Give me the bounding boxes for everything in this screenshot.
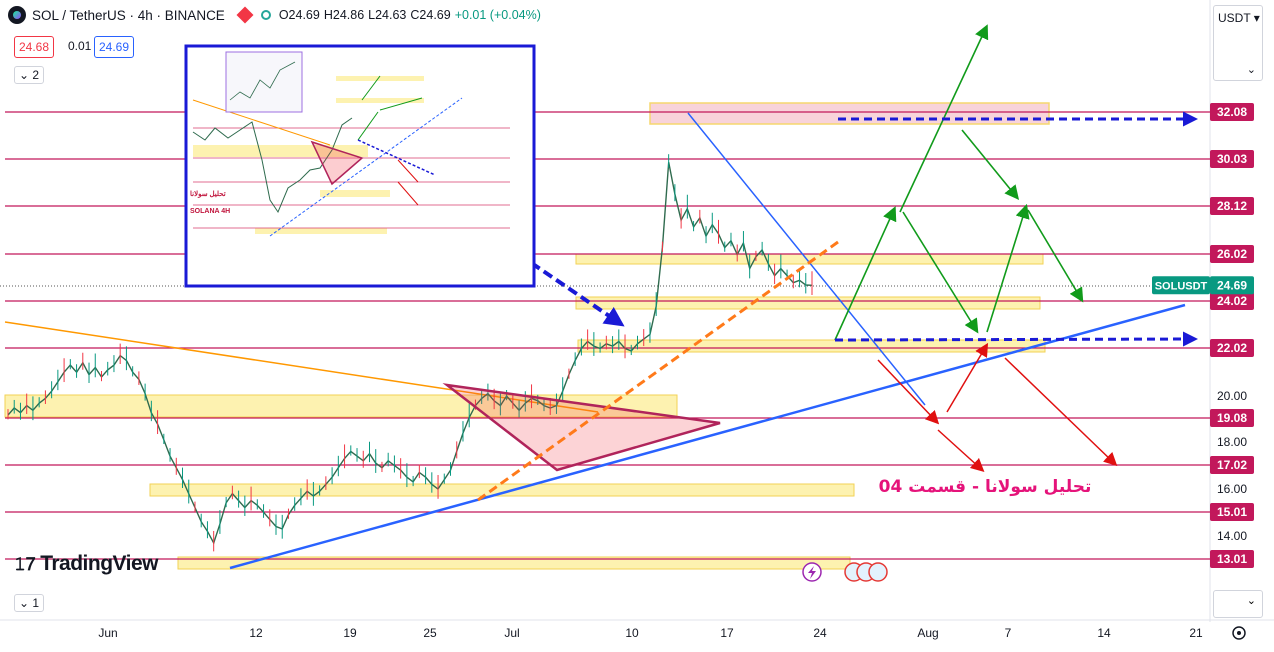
- svg-text:28.12: 28.12: [1217, 199, 1247, 213]
- level-label: 15.01: [1210, 503, 1254, 521]
- x-tick-label: 14: [1097, 626, 1111, 640]
- chart-header: SOL / TetherUS · 4h · BINANCE O24.69 H24…: [0, 0, 545, 30]
- settings-gear-icon[interactable]: [1232, 626, 1246, 640]
- svg-text:SOLANA 4H: SOLANA 4H: [190, 208, 230, 215]
- svg-text:32.08: 32.08: [1217, 105, 1247, 119]
- tradingview-text: TradingView: [40, 552, 159, 575]
- goto-button[interactable]: ⌄ 1: [14, 594, 44, 612]
- alert-diamond-icon[interactable]: [236, 6, 254, 24]
- ohlc-low: L24.63: [368, 8, 407, 22]
- candle-wicks: [7, 154, 813, 552]
- chevron-down-icon: ⌄: [1246, 595, 1256, 607]
- orange-trendline: [4, 321, 599, 413]
- level-label: 22.02: [1210, 339, 1254, 357]
- ohlc-high: H24.86: [323, 8, 365, 22]
- y-tick-label: 20.00: [1217, 389, 1247, 403]
- us-flag-icon[interactable]: [844, 562, 888, 582]
- time-axis[interactable]: Jun 12 19 25 Jul 10 17 24 Aug 7 14 21: [98, 626, 1203, 640]
- svg-text:17.02: 17.02: [1217, 458, 1247, 472]
- price-axis[interactable]: 32.08 30.03 28.12 26.02 24.02 22.02 19.08 17.02…: [1152, 103, 1254, 568]
- level-label: 13.01: [1210, 550, 1254, 568]
- svg-text:13.01: 13.01: [1217, 552, 1247, 566]
- level-label: 19.08: [1210, 409, 1254, 427]
- svg-text:24.69: 24.69: [1217, 278, 1247, 292]
- solana-logo-icon: [8, 6, 26, 24]
- svg-text:تحلیل سولانا: تحلیل سولانا: [190, 190, 226, 198]
- indicators-toggle-button[interactable]: ⌄ 2: [14, 66, 44, 84]
- orange-dashed-trendline: [477, 240, 839, 502]
- x-tick-label: Jun: [98, 626, 117, 640]
- level-label: 26.02: [1210, 245, 1254, 263]
- level-label: 32.08: [1210, 103, 1254, 121]
- analysis-annotation: تحلیل سولانا - قسمت 04: [879, 477, 1092, 497]
- target-dashed-arrows: [834, 111, 1198, 347]
- level-label: 24.02: [1210, 292, 1254, 310]
- goto-label: 1: [32, 596, 40, 610]
- x-tick-label: 25: [423, 626, 437, 640]
- indicators-count: 2: [32, 68, 40, 82]
- dropdown-chevron-icon: ▾: [1253, 11, 1260, 25]
- svg-text:26.02: 26.02: [1217, 247, 1247, 261]
- svg-text:19.08: 19.08: [1217, 411, 1247, 425]
- y-tick-label: 16.00: [1217, 482, 1247, 496]
- svg-text:30.03: 30.03: [1217, 152, 1247, 166]
- svg-text:SOLUSDT: SOLUSDT: [1155, 280, 1208, 292]
- x-tick-label: 17: [720, 626, 734, 640]
- x-tick-label: 21: [1189, 626, 1203, 640]
- sell-price-button[interactable]: 24.68: [14, 36, 55, 58]
- bullish-scenario-arrows: [834, 24, 1084, 341]
- x-tick-label: Jul: [504, 626, 519, 640]
- x-tick-label: Aug: [917, 626, 938, 640]
- x-tick-label: 24: [813, 626, 827, 640]
- blue-trendline: [229, 303, 1186, 570]
- footer-collapse-button[interactable]: ⌄: [1213, 590, 1263, 618]
- collapse-chevron-icon: ⌄: [18, 68, 30, 82]
- tradingview-logo-icon: 𝟷𝟩: [14, 554, 35, 575]
- x-tick-label: 7: [1005, 626, 1012, 640]
- x-tick-label: 19: [343, 626, 357, 640]
- scale-chevron-icon[interactable]: ⌄: [1246, 64, 1256, 76]
- level-label: 30.03: [1210, 150, 1254, 168]
- y-tick-label: 14.00: [1217, 529, 1247, 543]
- market-open-icon: [260, 10, 271, 20]
- last-price-label: SOLUSDT 24.69: [1152, 276, 1254, 295]
- price-series: [7, 162, 813, 545]
- buy-price-button[interactable]: 24.69: [94, 36, 135, 58]
- level-label: 17.02: [1210, 456, 1254, 474]
- ohlc-change: +0.01 (+0.04%): [454, 8, 541, 22]
- lightning-icon[interactable]: [802, 562, 822, 582]
- x-tick-label: 10: [625, 626, 639, 640]
- inset-snapshot: تحلیل سولانا SOLANA 4H: [184, 44, 536, 288]
- svg-text:22.02: 22.02: [1217, 341, 1247, 355]
- level-label: 28.12: [1210, 197, 1254, 215]
- triangle-pattern: [442, 383, 721, 472]
- currency-selector[interactable]: USDT ▾ ⌄: [1213, 5, 1263, 81]
- y-tick-label: 18.00: [1217, 435, 1247, 449]
- currency-label: USDT: [1218, 11, 1251, 25]
- tradingview-watermark: 𝟷𝟩 TradingView: [14, 552, 159, 576]
- ohlc-close: C24.69: [410, 8, 451, 22]
- svg-text:15.01: 15.01: [1217, 505, 1247, 519]
- svg-text:24.02: 24.02: [1217, 294, 1247, 308]
- symbol-title[interactable]: SOL / TetherUS · 4h · BINANCE: [32, 7, 225, 23]
- spread-value: 0.01: [68, 39, 92, 53]
- x-tick-label: 12: [249, 626, 263, 640]
- ohlc-open: O24.69: [278, 8, 320, 22]
- chevron-down-icon: ⌄: [18, 596, 30, 610]
- blue-descending-line: [687, 112, 926, 406]
- bearish-scenario-arrows: [877, 342, 1118, 473]
